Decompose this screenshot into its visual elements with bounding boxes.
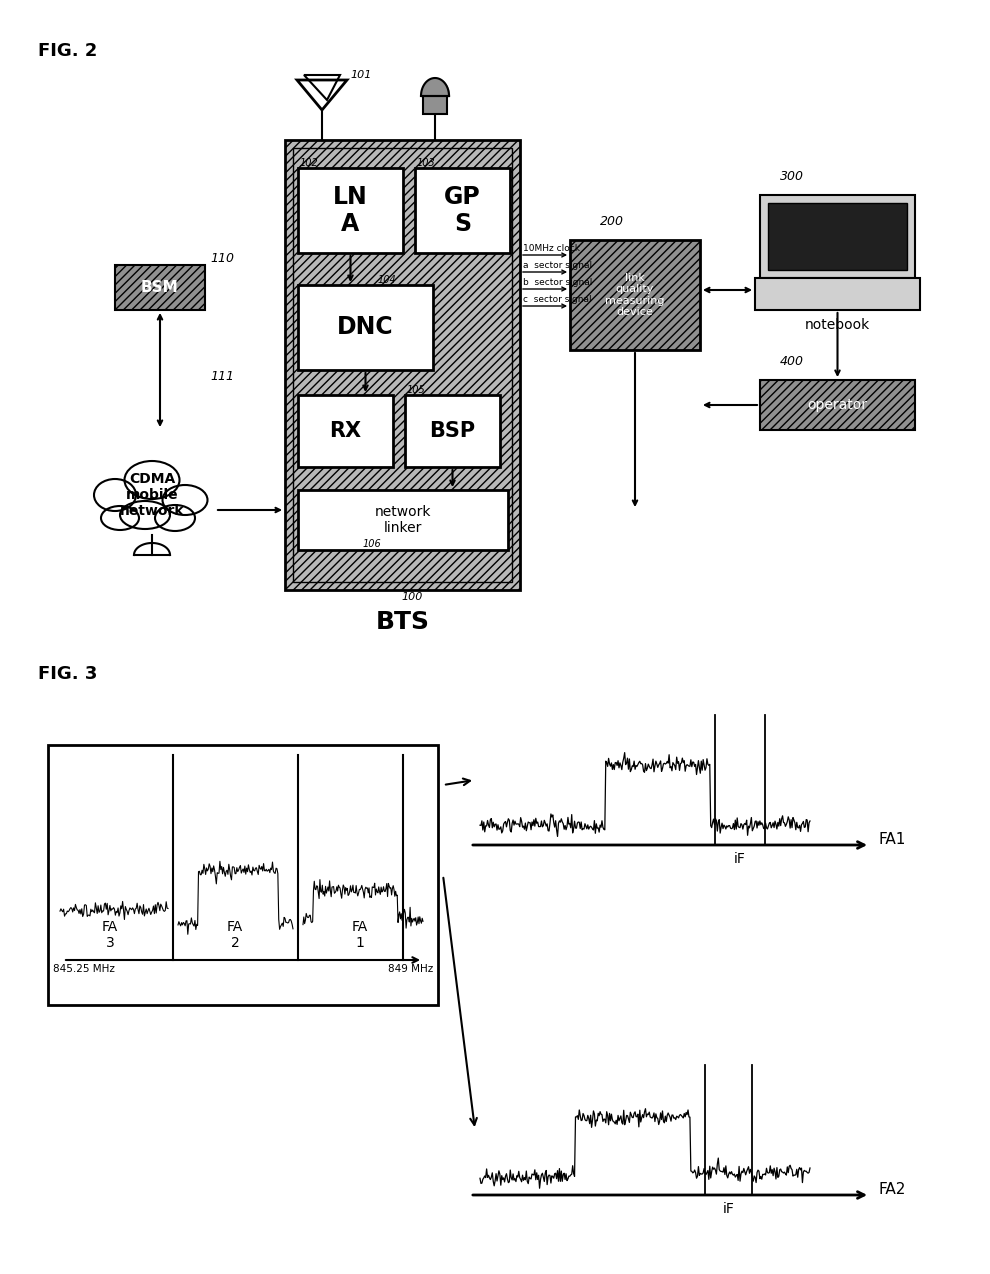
Bar (760, 195, 915, 278)
Text: BSP: BSP (430, 420, 475, 441)
Text: FA
2: FA 2 (227, 920, 244, 950)
Text: 110: 110 (210, 252, 234, 265)
Text: notebook: notebook (805, 318, 870, 333)
Text: GP
S: GP S (445, 185, 481, 237)
Ellipse shape (120, 501, 170, 529)
Bar (298, 168, 403, 254)
Text: 10MHz clock: 10MHz clock (523, 245, 580, 254)
Text: 200: 200 (600, 215, 624, 228)
Text: 103: 103 (417, 158, 436, 168)
Text: operator: operator (808, 397, 867, 412)
Bar (115, 265, 205, 310)
Text: 100: 100 (402, 592, 423, 603)
Text: b  sector signal: b sector signal (523, 278, 592, 287)
Text: RX: RX (330, 420, 361, 441)
Text: 849 MHz: 849 MHz (388, 964, 433, 975)
Text: network
linker: network linker (375, 505, 432, 535)
Bar (298, 490, 508, 550)
Ellipse shape (94, 479, 136, 511)
Text: a  sector signal: a sector signal (523, 261, 592, 270)
Bar (570, 240, 700, 350)
Text: FIG. 3: FIG. 3 (38, 665, 97, 683)
Text: CDMA
mobile
network: CDMA mobile network (120, 471, 184, 519)
Text: iF: iF (723, 1201, 735, 1215)
Text: 104: 104 (378, 275, 397, 285)
Text: 400: 400 (780, 355, 804, 368)
Text: 105: 105 (407, 385, 426, 395)
Bar (298, 395, 393, 468)
Bar (285, 140, 520, 590)
Text: FA2: FA2 (878, 1182, 906, 1198)
Bar (405, 395, 500, 468)
Text: c  sector signal: c sector signal (523, 296, 592, 304)
Text: FA
3: FA 3 (102, 920, 118, 950)
Text: BSM: BSM (142, 280, 179, 296)
Text: LN
A: LN A (333, 185, 368, 237)
Text: 106: 106 (363, 539, 382, 549)
Text: FA1: FA1 (878, 832, 906, 847)
Bar (760, 380, 915, 431)
Bar (768, 203, 907, 270)
Bar (755, 278, 920, 310)
Text: iF: iF (734, 852, 745, 866)
Bar (423, 96, 447, 113)
Bar (415, 168, 510, 254)
Text: 101: 101 (350, 70, 371, 80)
Text: DNC: DNC (338, 316, 394, 339)
Ellipse shape (155, 505, 195, 531)
Text: FA
1: FA 1 (351, 920, 368, 950)
Ellipse shape (125, 461, 179, 499)
Bar (293, 148, 512, 582)
Text: 300: 300 (780, 169, 804, 183)
Ellipse shape (162, 485, 208, 515)
Bar (48, 745, 438, 1005)
Text: 111: 111 (210, 369, 234, 383)
Text: 845.25 MHz: 845.25 MHz (53, 964, 115, 975)
Text: FIG. 2: FIG. 2 (38, 42, 97, 60)
Text: link
quality
measuring
device: link quality measuring device (605, 273, 664, 317)
Text: BTS: BTS (375, 610, 430, 634)
Text: 102: 102 (300, 158, 319, 168)
Ellipse shape (101, 506, 139, 530)
Bar (298, 285, 433, 369)
